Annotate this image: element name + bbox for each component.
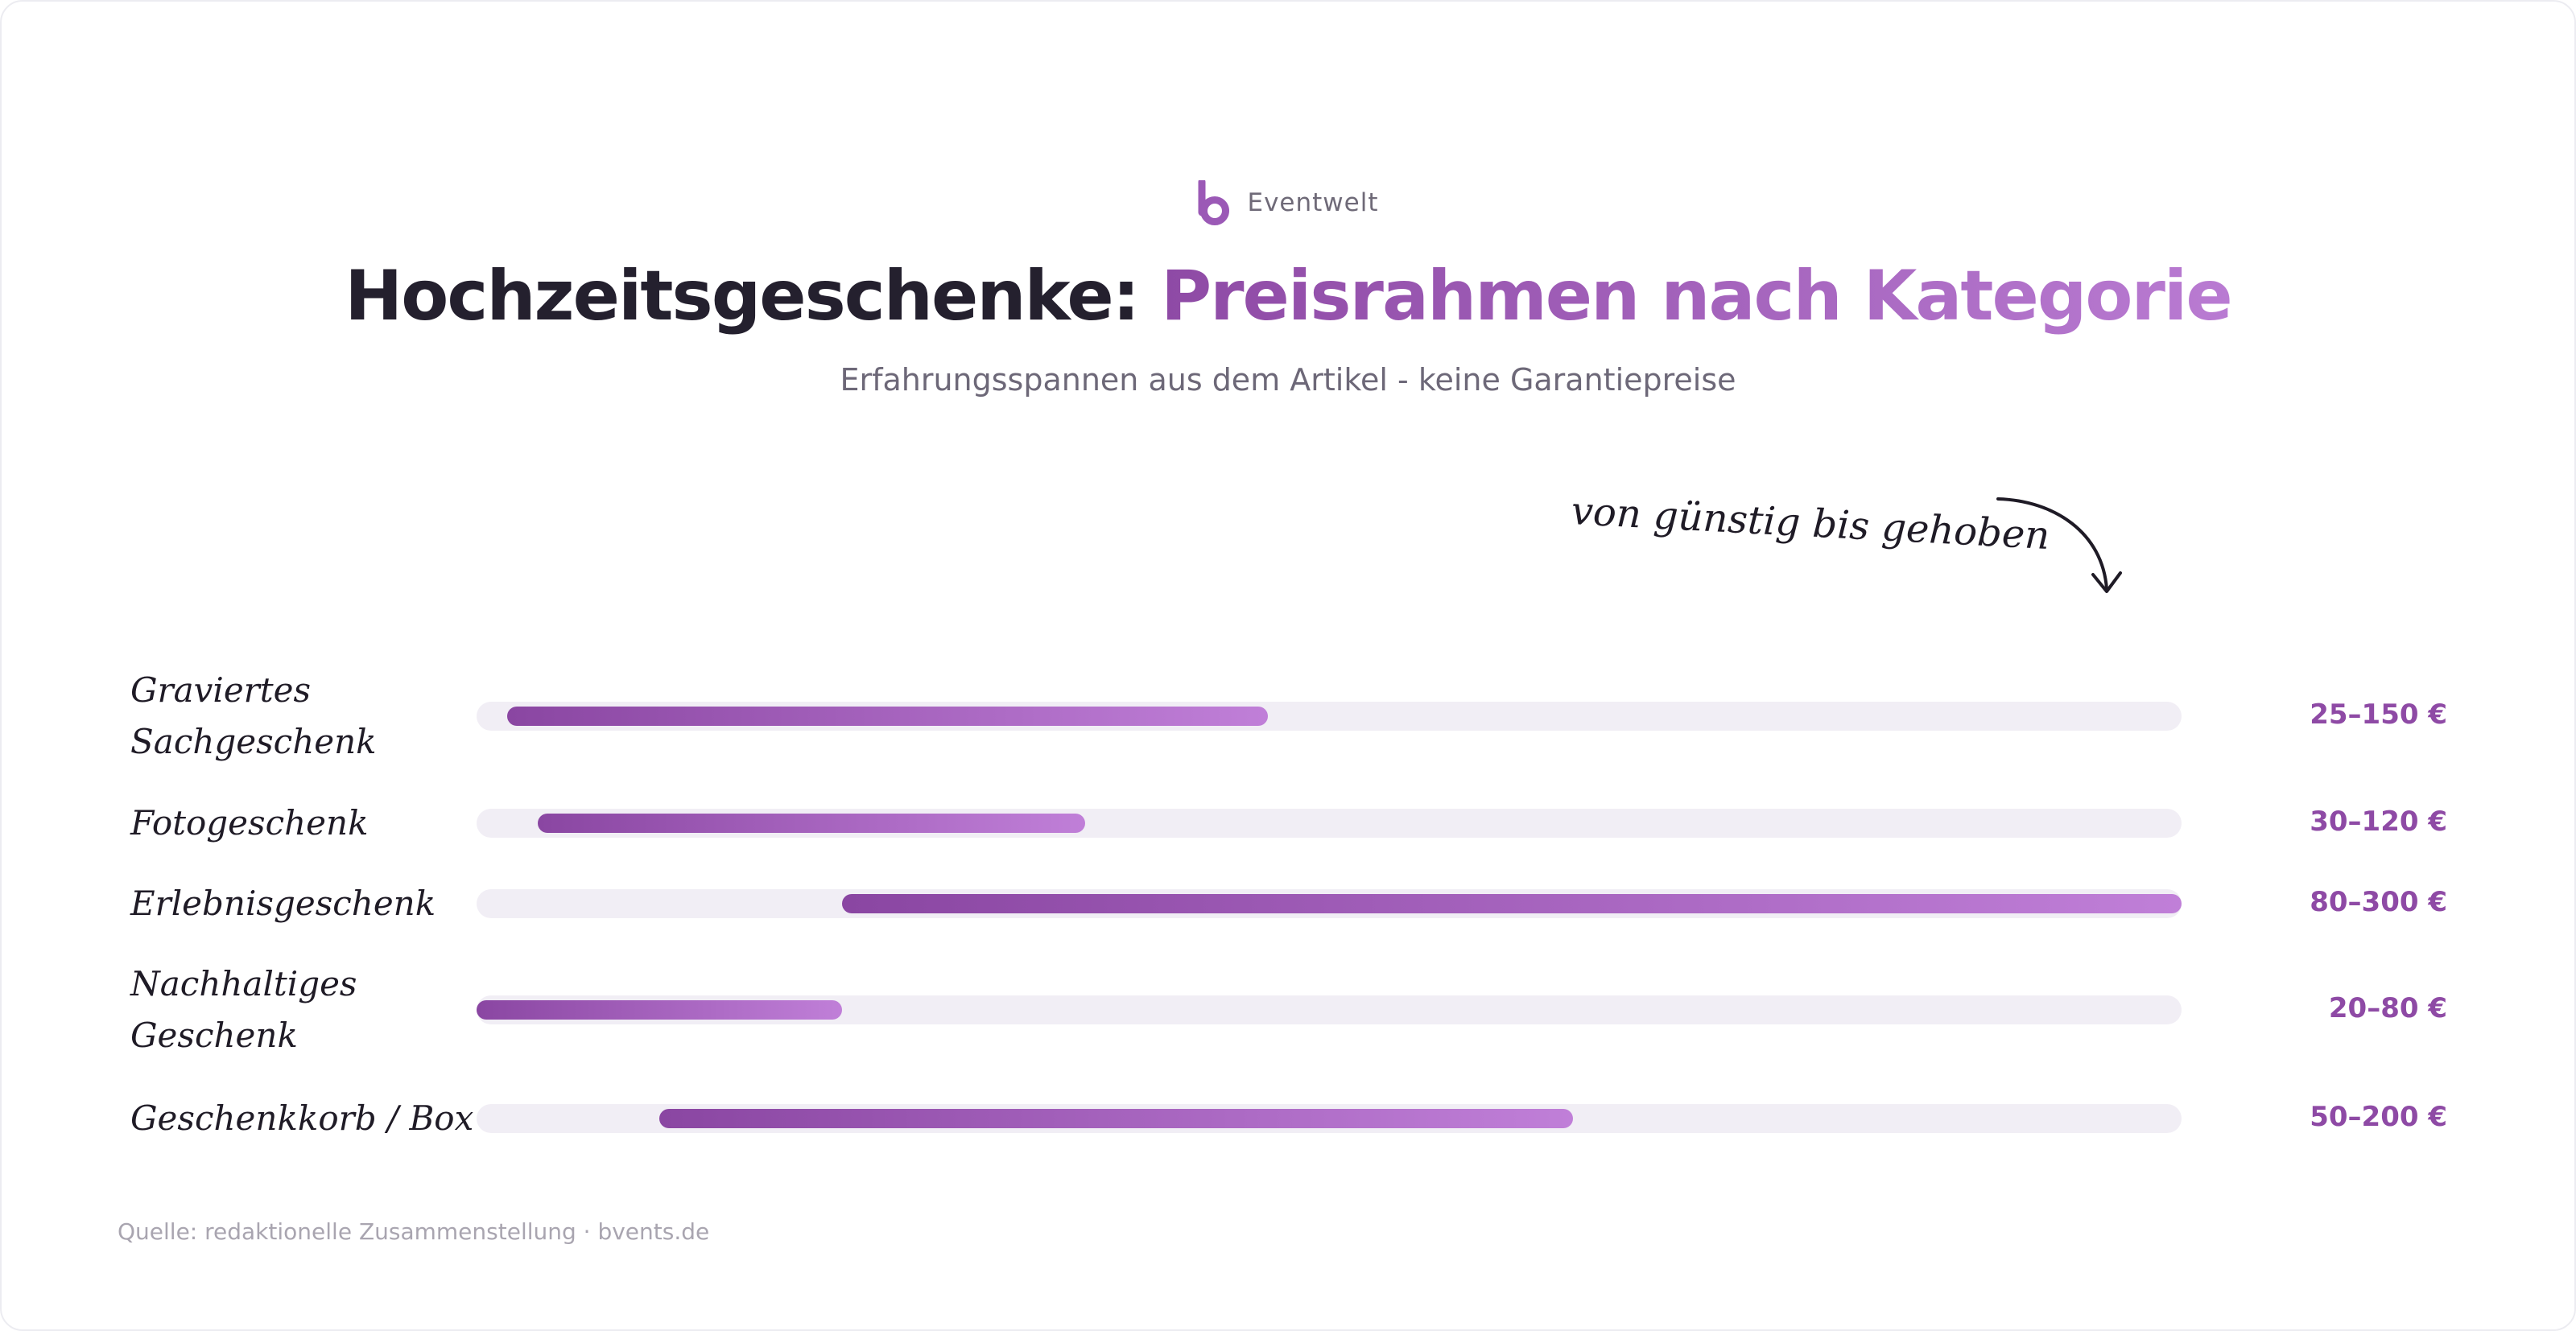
chart-title: Hochzeitsgeschenke: Preisrahmen nach Kat… xyxy=(2,248,2574,344)
curved-arrow-icon xyxy=(1996,497,2122,593)
range-bar xyxy=(477,1000,842,1020)
range-value-label: 20–80 € xyxy=(2328,992,2447,1024)
category-label: Geschenkkorb / Box xyxy=(130,1098,474,1138)
range-bar xyxy=(506,707,1269,726)
range-bar xyxy=(841,894,2182,913)
range-value-label: 80–300 € xyxy=(2310,886,2447,918)
source-note: Quelle: redaktionelle Zusammenstellung ·… xyxy=(118,1218,710,1245)
range-value-label: 25–150 € xyxy=(2310,698,2447,731)
range-value-label: 30–120 € xyxy=(2310,806,2447,838)
brand: Eventwelt xyxy=(2,180,2574,225)
title-main: Hochzeitsgeschenke: xyxy=(345,256,1162,336)
annotation-text: von günstig bis gehoben xyxy=(1570,488,2051,559)
category-label: Graviertes Sachgeschenk xyxy=(130,670,377,761)
range-bar xyxy=(658,1109,1573,1128)
range-bar xyxy=(537,814,1086,833)
chart-subtitle: Erfahrungsspannen aus dem Artikel - kein… xyxy=(840,362,1736,398)
range-value-label: 50–200 € xyxy=(2310,1101,2447,1133)
category-label: Nachhaltiges Geschenk xyxy=(130,964,357,1055)
category-label: Fotogeschenk xyxy=(130,803,369,843)
b-logo-icon xyxy=(1198,180,1230,225)
brand-name: Eventwelt xyxy=(1247,188,1379,217)
title-accent: Preisrahmen nach Kategorie xyxy=(1161,256,2233,336)
category-label: Erlebnisgeschenk xyxy=(130,884,436,923)
